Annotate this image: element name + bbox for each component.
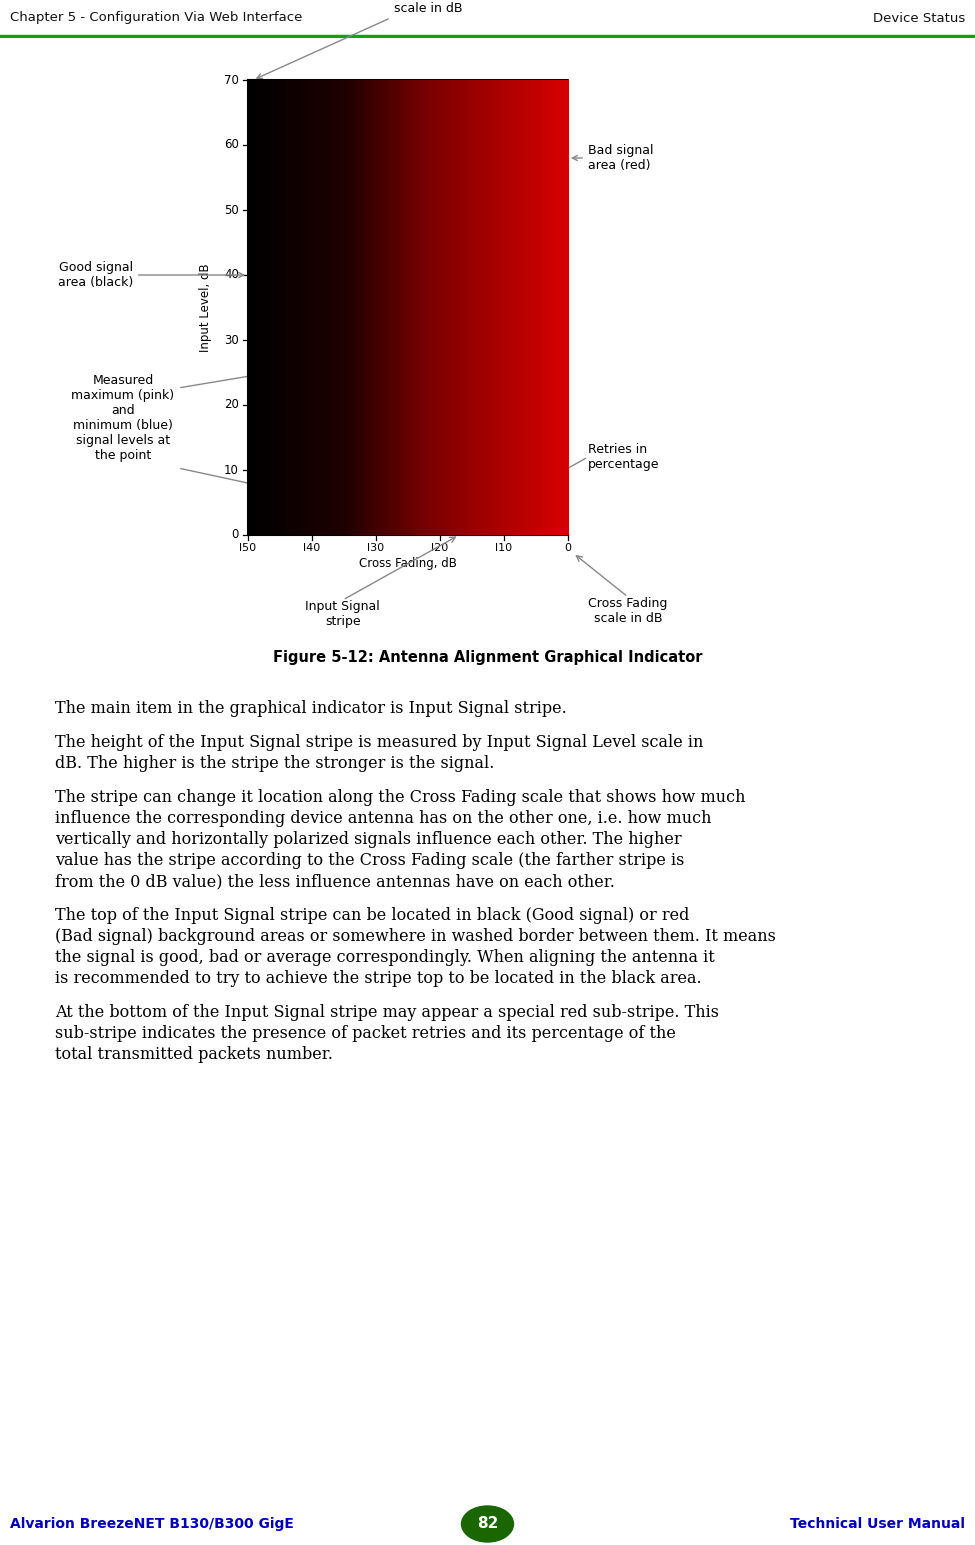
Text: Input Signal Level
scale in dB: Input Signal Level scale in dB xyxy=(257,0,484,79)
Text: Retries in
percentage: Retries in percentage xyxy=(588,443,659,471)
Text: Measured
maximum (pink)
and
minimum (blue)
signal levels at
the point: Measured maximum (pink) and minimum (blu… xyxy=(71,374,175,462)
Ellipse shape xyxy=(461,1506,514,1542)
Text: 0: 0 xyxy=(565,542,571,553)
Text: The main item in the graphical indicator is Input Signal stripe.: The main item in the graphical indicator… xyxy=(55,700,566,717)
Bar xyxy=(452,516,466,535)
Text: influence the corresponding device antenna has on the other one, i.e. how much: influence the corresponding device anten… xyxy=(55,810,712,827)
Text: Cross Fading
scale in dB: Cross Fading scale in dB xyxy=(588,596,668,626)
Text: the signal is good, bad or average correspondingly. When aligning the antenna it: the signal is good, bad or average corre… xyxy=(55,949,715,966)
Text: from the 0 dB value) the less influence antennas have on each other.: from the 0 dB value) the less influence … xyxy=(55,873,615,890)
Bar xyxy=(452,360,466,535)
Text: total transmitted packets number.: total transmitted packets number. xyxy=(55,1046,332,1063)
Text: 20: 20 xyxy=(224,399,239,411)
Bar xyxy=(440,352,458,368)
Text: At the bottom of the Input Signal stripe may appear a special red sub-stripe. Th: At the bottom of the Input Signal stripe… xyxy=(55,1004,719,1021)
Text: The top of the Input Signal stripe can be located in black (Good signal) or red: The top of the Input Signal stripe can b… xyxy=(55,907,689,924)
Text: Input Signal
stripe: Input Signal stripe xyxy=(305,599,380,627)
Text: l40: l40 xyxy=(303,542,321,553)
Text: l20: l20 xyxy=(431,542,448,553)
Text: 50: 50 xyxy=(224,204,239,216)
Text: (Bad signal) background areas or somewhere in washed border between them. It mea: (Bad signal) background areas or somewhe… xyxy=(55,929,776,946)
Text: l30: l30 xyxy=(368,542,384,553)
Text: dB. The higher is the stripe the stronger is the signal.: dB. The higher is the stripe the stronge… xyxy=(55,756,494,772)
Bar xyxy=(440,340,458,355)
Text: 60: 60 xyxy=(224,139,239,151)
Text: The stripe can change it location along the Cross Fading scale that shows how mu: The stripe can change it location along … xyxy=(55,789,746,806)
Text: The height of the Input Signal stripe is measured by Input Signal Level scale in: The height of the Input Signal stripe is… xyxy=(55,734,703,751)
Text: 70: 70 xyxy=(224,74,239,87)
Text: value has the stripe according to the Cross Fading scale (the farther stripe is: value has the stripe according to the Cr… xyxy=(55,851,684,868)
Text: 30: 30 xyxy=(224,334,239,346)
Text: 82: 82 xyxy=(477,1517,498,1531)
Text: 0: 0 xyxy=(232,528,239,541)
Text: Input Level, dB: Input Level, dB xyxy=(200,263,213,352)
Text: Good signal
area (black): Good signal area (black) xyxy=(58,261,244,289)
Text: Technical User Manual: Technical User Manual xyxy=(790,1517,965,1531)
Text: l10: l10 xyxy=(495,542,513,553)
Text: Device Status: Device Status xyxy=(873,11,965,25)
Text: sub-stripe indicates the presence of packet retries and its percentage of the: sub-stripe indicates the presence of pac… xyxy=(55,1024,676,1041)
Text: l50: l50 xyxy=(240,542,256,553)
Text: Alvarion BreezeNET B130/B300 GigE: Alvarion BreezeNET B130/B300 GigE xyxy=(10,1517,293,1531)
Text: 40: 40 xyxy=(224,269,239,281)
Text: 10: 10 xyxy=(224,464,239,476)
Text: Chapter 5 - Configuration Via Web Interface: Chapter 5 - Configuration Via Web Interf… xyxy=(10,11,302,25)
Text: Figure 5-12: Antenna Alignment Graphical Indicator: Figure 5-12: Antenna Alignment Graphical… xyxy=(273,650,702,664)
Text: vertically and horizontally polarized signals influence each other. The higher: vertically and horizontally polarized si… xyxy=(55,831,682,848)
Text: Bad signal
area (red): Bad signal area (red) xyxy=(572,144,653,171)
Text: Cross Fading, dB: Cross Fading, dB xyxy=(359,558,457,570)
Text: is recommended to try to achieve the stripe top to be located in the black area.: is recommended to try to achieve the str… xyxy=(55,970,702,987)
